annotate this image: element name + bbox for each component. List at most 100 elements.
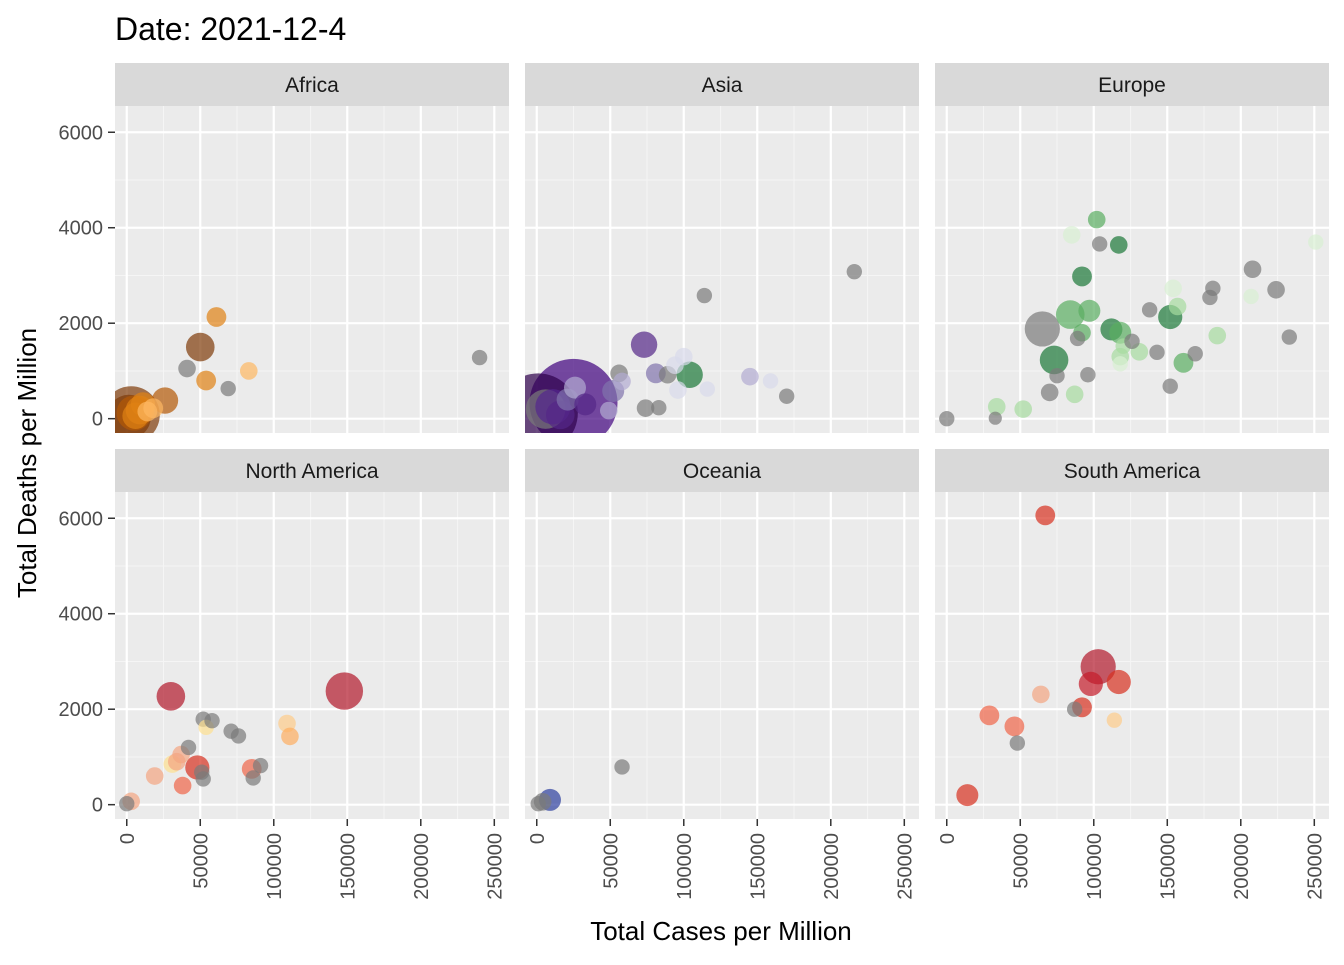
data-point	[245, 770, 261, 786]
facet-strip-label: Africa	[285, 74, 339, 97]
data-point	[206, 307, 227, 327]
data-point	[574, 393, 597, 416]
y-tick-label: 0	[92, 409, 103, 431]
data-point	[196, 370, 217, 391]
data-point	[325, 672, 364, 710]
data-point	[1087, 210, 1106, 229]
data-point	[1091, 236, 1108, 252]
x-tick-label: 0	[937, 833, 959, 844]
facet-strip	[935, 449, 1329, 492]
data-point	[119, 796, 135, 812]
data-point	[1267, 280, 1285, 299]
x-tick-label: 100000	[264, 833, 286, 900]
data-point	[778, 388, 795, 404]
data-point	[1080, 367, 1096, 383]
y-tick-label: 6000	[59, 508, 104, 530]
x-axis-title: Total Cases per Million	[590, 916, 852, 946]
data-point	[1164, 279, 1182, 298]
y-axis-title: Total Deaths per Million	[12, 328, 42, 598]
data-point	[204, 712, 220, 729]
data-point	[741, 367, 759, 386]
x-tick-label: 150000	[1157, 833, 1179, 900]
x-tick-label: 50000	[600, 833, 622, 889]
y-tick-label: 0	[92, 795, 103, 817]
y-tick-label: 4000	[59, 604, 104, 626]
facet-strip	[525, 63, 919, 106]
facet-strip-label: Asia	[702, 74, 743, 97]
facet-panel: Asia	[525, 63, 919, 433]
data-point	[252, 757, 269, 774]
x-tick-label: 150000	[747, 833, 769, 900]
x-tick-label: 150000	[337, 833, 359, 900]
data-point	[1039, 345, 1069, 375]
data-point	[1049, 368, 1065, 384]
data-point	[674, 347, 693, 366]
point-layer	[115, 307, 488, 433]
data-point	[651, 399, 667, 416]
y-tick-label: 2000	[59, 699, 104, 721]
data-point	[1106, 669, 1131, 695]
data-point	[956, 784, 979, 807]
data-point	[230, 728, 247, 744]
plot-background	[115, 106, 509, 433]
x-tick-label: 200000	[1231, 833, 1253, 900]
point-layer	[525, 263, 863, 433]
data-point	[563, 376, 586, 399]
data-point	[1281, 329, 1298, 345]
facet-panel: Europe	[935, 63, 1329, 433]
data-point	[1106, 712, 1123, 728]
data-point	[1009, 735, 1026, 751]
data-point	[471, 349, 488, 366]
data-point	[1243, 288, 1259, 305]
data-point	[281, 727, 299, 746]
facet-strip-label: North America	[245, 460, 378, 483]
data-point	[1055, 300, 1085, 329]
data-point	[1069, 330, 1086, 347]
data-point	[173, 776, 192, 795]
data-point	[846, 263, 863, 280]
data-point	[1112, 356, 1128, 372]
data-point	[979, 705, 1000, 726]
data-point	[1124, 333, 1140, 350]
point-layer	[530, 759, 630, 812]
data-point	[1062, 226, 1081, 244]
data-point	[1141, 302, 1158, 318]
x-tick-label: 0	[527, 833, 549, 844]
data-point	[762, 373, 779, 389]
data-point	[1035, 505, 1056, 526]
chart-title: Date: 2021-12-4	[115, 11, 346, 47]
data-point	[939, 410, 955, 427]
x-tick-label: 200000	[821, 833, 843, 900]
plot-background	[935, 106, 1329, 433]
data-point	[143, 398, 164, 419]
data-point	[987, 397, 1006, 416]
facet-panel: North America 0 2000 4000 6000 0 50000 100000 15…	[59, 449, 509, 900]
facet-strip-label: Europe	[1098, 74, 1166, 97]
data-point	[1243, 260, 1262, 279]
data-point	[599, 401, 618, 420]
data-point	[1205, 280, 1221, 297]
data-point	[699, 381, 715, 397]
facet-panel: Oceania 0 50000 100000 150000 200000 250000	[525, 449, 919, 900]
plot-background	[935, 492, 1329, 819]
data-point	[220, 380, 236, 397]
data-point	[1004, 716, 1025, 737]
facet-strip	[525, 449, 919, 492]
data-point	[1040, 383, 1059, 402]
data-point	[1024, 311, 1060, 347]
data-point	[180, 739, 197, 756]
data-point	[530, 796, 546, 812]
data-point	[195, 771, 211, 787]
facet-strip	[115, 449, 509, 492]
y-tick-label: 4000	[59, 218, 104, 240]
point-layer	[956, 505, 1131, 807]
data-point	[696, 287, 713, 304]
facet-strip-label: South America	[1064, 460, 1201, 483]
x-tick-label: 250000	[1304, 833, 1326, 900]
data-point	[1066, 701, 1083, 717]
y-tick-label: 6000	[59, 122, 104, 144]
x-tick-label: 0	[117, 833, 139, 844]
data-point	[1173, 352, 1194, 373]
